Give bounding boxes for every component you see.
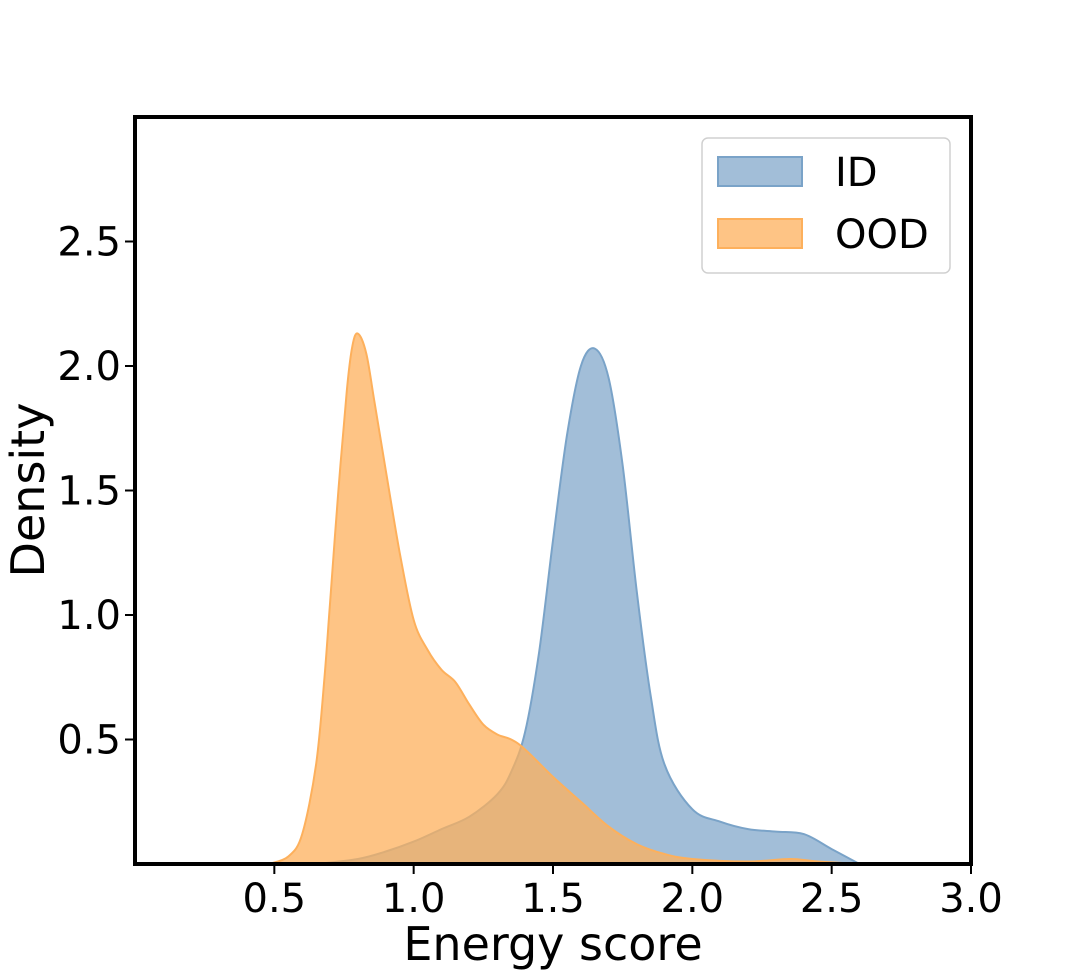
- x-tick-label: 2.5: [800, 876, 864, 922]
- y-tick-label: 2.5: [57, 220, 121, 266]
- legend: ID OOD: [701, 137, 951, 274]
- series-layer: [268, 332, 860, 865]
- y-tick-label: 1.0: [57, 593, 121, 639]
- x-axis-ticks: 0.5 1.0 1.5 2.0 2.5 3.0: [243, 864, 1003, 922]
- x-tick-label: 0.5: [243, 876, 307, 922]
- x-tick-label: 1.5: [521, 876, 585, 922]
- x-tick-label: 2.0: [661, 876, 725, 922]
- legend-label-id: ID: [835, 150, 878, 196]
- y-tick-label: 1.5: [57, 469, 121, 515]
- y-axis-title: Density: [1, 403, 55, 578]
- y-tick-label: 2.0: [57, 344, 121, 390]
- y-axis-ticks: 0.5 1.0 1.5 2.0 2.5: [57, 220, 135, 764]
- y-tick-label: 0.5: [57, 718, 121, 764]
- legend-swatch-ood: [717, 218, 803, 249]
- x-tick-label: 3.0: [939, 876, 1003, 922]
- x-tick-label: 1.0: [382, 876, 446, 922]
- x-axis-title: Energy score: [403, 917, 702, 971]
- density-area-ood: [268, 332, 860, 865]
- legend-label-ood: OOD: [835, 212, 929, 258]
- legend-swatch-id: [717, 156, 803, 187]
